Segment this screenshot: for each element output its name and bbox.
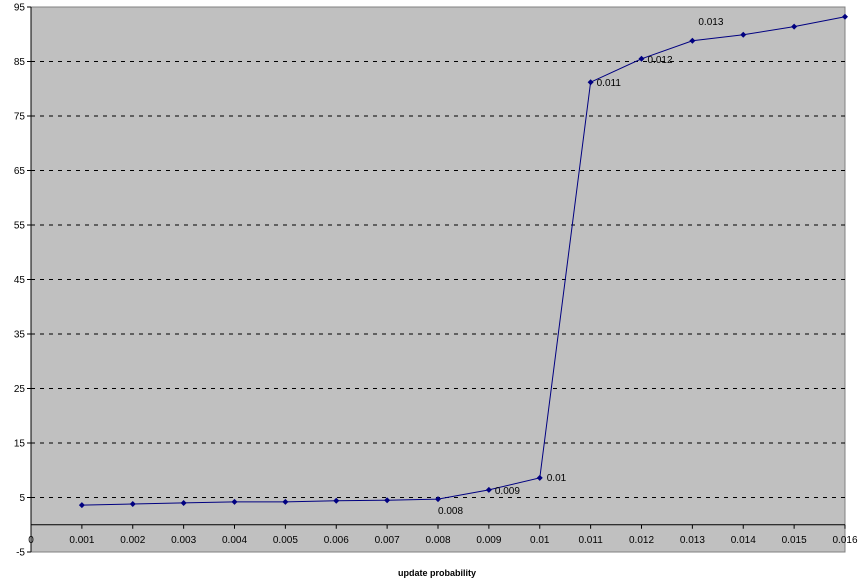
x-axis-title: update probability <box>398 568 476 578</box>
data-markers <box>78 13 848 509</box>
y-tick-label: 15 <box>14 439 26 450</box>
x-tick-label: 0.01 <box>530 535 550 546</box>
data-point <box>384 497 391 504</box>
data-point <box>740 31 747 38</box>
x-tick-label: 0.005 <box>273 535 298 546</box>
x-tick-label: 0.003 <box>171 535 196 546</box>
data-point <box>231 498 238 505</box>
gridlines <box>31 61 845 498</box>
data-point <box>129 501 136 508</box>
data-point <box>842 13 848 20</box>
data-point <box>435 496 441 503</box>
x-axis: 0 0.001 0.002 0.003 0.004 0.005 0.006 0.007 0.00… <box>28 7 858 552</box>
x-tick-label: 0.013 <box>680 535 705 546</box>
y-tick-label: 95 <box>14 3 26 14</box>
x-tick-label: 0.014 <box>731 535 756 546</box>
x-tick-label: 0.008 <box>425 535 450 546</box>
data-point <box>791 23 798 30</box>
y-tick-label: -5 <box>16 548 25 559</box>
data-point <box>485 486 492 493</box>
x-tick-label: 0.012 <box>629 535 654 546</box>
x-tick-label: 0.016 <box>832 535 857 546</box>
series-line <box>81 16 846 506</box>
x-tick-label: 0.011 <box>578 535 603 546</box>
y-tick-label: 65 <box>14 166 26 177</box>
data-point <box>536 474 543 481</box>
data-point <box>689 37 696 44</box>
data-label: 0.008 <box>438 506 463 517</box>
x-tick-label: 0.006 <box>324 535 349 546</box>
x-tick-label: 0.001 <box>69 535 94 546</box>
data-label: 0.009 <box>495 486 520 497</box>
y-tick-label: 25 <box>14 384 26 395</box>
y-axis-ticks: -5 5 15 25 35 45 55 65 75 85 95 <box>14 3 31 559</box>
data-label: 0.013 <box>698 17 723 28</box>
x-tick-label: 0.015 <box>782 535 807 546</box>
x-tick-label: 0 <box>28 535 34 546</box>
y-tick-label: 35 <box>14 330 26 341</box>
x-tick-label: 0.002 <box>120 535 145 546</box>
data-label: 0.012 <box>648 55 673 66</box>
y-tick-label: 45 <box>14 275 26 286</box>
x-tick-label: 0.009 <box>476 535 501 546</box>
y-tick-label: 55 <box>14 221 26 232</box>
data-labels: 0.008 0.009 0.01 0.011 0.012 0.013 <box>438 17 724 517</box>
data-point <box>333 497 340 504</box>
y-tick-label: 75 <box>14 112 26 123</box>
data-point <box>587 79 594 86</box>
x-tick-label: 0.007 <box>375 535 400 546</box>
data-label: 0.01 <box>547 473 567 484</box>
y-tick-label: 85 <box>14 57 26 68</box>
data-label: 0.011 <box>597 78 622 89</box>
y-tick-label: 5 <box>19 493 25 504</box>
x-tick-label: 0.004 <box>222 535 247 546</box>
data-point <box>638 55 645 62</box>
data-point <box>78 502 85 509</box>
data-point <box>282 498 289 505</box>
data-point <box>180 499 187 506</box>
